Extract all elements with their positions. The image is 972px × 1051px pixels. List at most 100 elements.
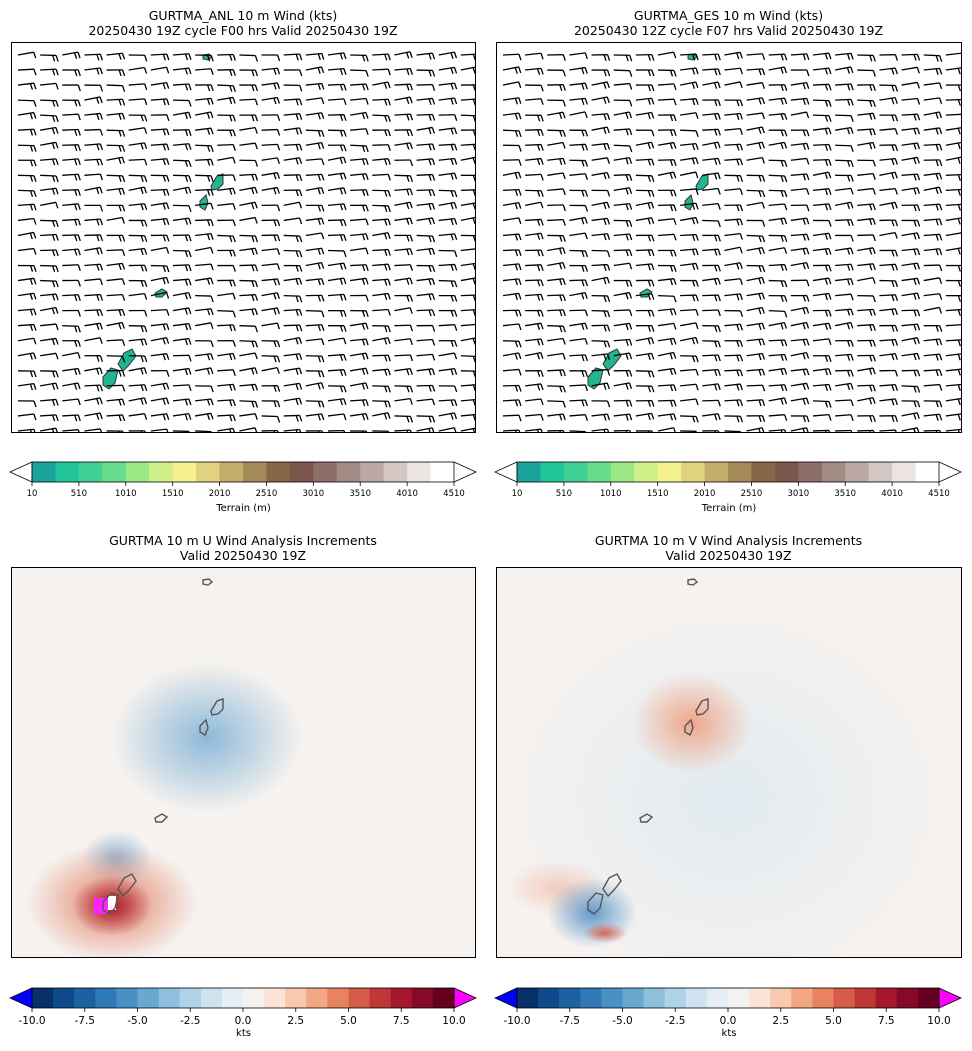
wind-barb: [525, 338, 544, 346]
wind-barb: [84, 67, 103, 75]
wind-barb: [502, 384, 522, 392]
wind-barb: [525, 98, 544, 105]
wind-barb: [879, 84, 899, 92]
wind-barb: [40, 352, 59, 360]
wind-barb: [305, 158, 325, 166]
wind-barb: [547, 157, 566, 166]
wind-barb: [460, 53, 475, 61]
wind-barb: [613, 233, 633, 241]
wind-barb: [657, 129, 677, 137]
wind-barb: [923, 353, 943, 361]
wind-barb: [768, 429, 787, 432]
wind-barb: [261, 307, 280, 315]
wind-barb: [350, 128, 369, 135]
wind-barb: [261, 415, 281, 423]
wind-barb: [327, 67, 347, 76]
wind-barb: [350, 247, 369, 255]
wind-barb: [702, 141, 721, 149]
wind-barb: [305, 370, 325, 378]
wind-barb: [416, 217, 436, 225]
wind-barb: [635, 141, 655, 150]
wind-barb: [680, 81, 699, 89]
wind-barb: [835, 247, 854, 255]
wind-barb: [502, 309, 522, 317]
island-4: [639, 288, 653, 298]
wind-barb: [62, 144, 81, 152]
wind-barb: [305, 430, 323, 432]
wind-barb: [945, 141, 961, 150]
wind-barb: [106, 398, 126, 406]
wind-barb: [327, 114, 347, 122]
wind-barb: [40, 398, 59, 406]
wind-barb: [106, 321, 125, 330]
wind-barb: [657, 189, 677, 197]
wind-barb: [305, 112, 325, 120]
wind-barb: [812, 247, 832, 256]
wind-barb: [195, 84, 214, 92]
wind-barb: [17, 128, 37, 136]
wind-barb: [128, 338, 148, 346]
wind-barb: [702, 399, 721, 407]
wind-barb: [768, 353, 788, 361]
wind-barb: [394, 129, 414, 137]
wind-barb: [239, 427, 258, 432]
colorbar-segment: [622, 988, 645, 1008]
wind-barb: [857, 159, 876, 167]
wind-barb: [591, 96, 610, 104]
wind-barb: [901, 248, 921, 256]
wind-barb: [569, 82, 588, 90]
wind-barb: [879, 67, 898, 75]
wind-barb: [195, 111, 214, 119]
colorbar-segment: [563, 462, 588, 482]
wind-barb: [547, 172, 566, 180]
colorbar-segment: [285, 988, 307, 1008]
wind-barb: [416, 338, 436, 346]
wind-barb: [569, 249, 589, 258]
wind-barb: [195, 202, 214, 210]
wind-barb: [217, 340, 236, 347]
colorbar-tick-label: 5.0: [340, 1015, 357, 1027]
wind-barb: [635, 174, 655, 183]
wind-barb: [768, 129, 788, 137]
wind-barb: [84, 96, 103, 104]
wind-barb: [17, 413, 37, 421]
wind-barb: [724, 293, 743, 301]
wind-barb: [150, 264, 170, 273]
wind-barb: [613, 144, 633, 153]
wind-barb: [460, 399, 475, 407]
wind-barb: [172, 249, 192, 258]
wind-barb: [327, 83, 347, 91]
wind-barb: [702, 264, 721, 272]
wind-barb: [945, 428, 961, 432]
wind-barb: [128, 98, 148, 106]
wind-barb: [62, 429, 80, 432]
wind-barb: [283, 294, 303, 303]
wind-barb: [945, 127, 961, 135]
wind-barb: [40, 99, 59, 107]
wind-barb: [680, 157, 699, 165]
wind-barb: [62, 51, 81, 59]
wind-barb: [502, 249, 522, 257]
wind-barb: [879, 128, 898, 135]
wind-barb: [372, 53, 391, 61]
wind-barb: [17, 308, 37, 316]
wind-barb: [857, 69, 876, 77]
wind-barb: [812, 67, 832, 75]
wind-barb: [635, 430, 653, 432]
colorbar-segment: [383, 462, 408, 482]
wind-barb: [879, 324, 899, 332]
wind-barb: [460, 114, 475, 122]
wind-barb: [261, 219, 281, 227]
wind-barb: [768, 66, 788, 74]
wind-barb: [283, 382, 303, 391]
wind-barb: [106, 384, 126, 392]
wind-barb: [128, 114, 148, 122]
colorbar-segment: [336, 462, 361, 482]
wind-barb: [128, 384, 148, 392]
wind-barb: [460, 143, 475, 151]
wind-barb: [746, 338, 766, 346]
wind-barb: [945, 339, 961, 347]
wind-barb: [350, 294, 369, 302]
wind-barb: [350, 399, 369, 407]
wind-barb: [283, 277, 303, 286]
